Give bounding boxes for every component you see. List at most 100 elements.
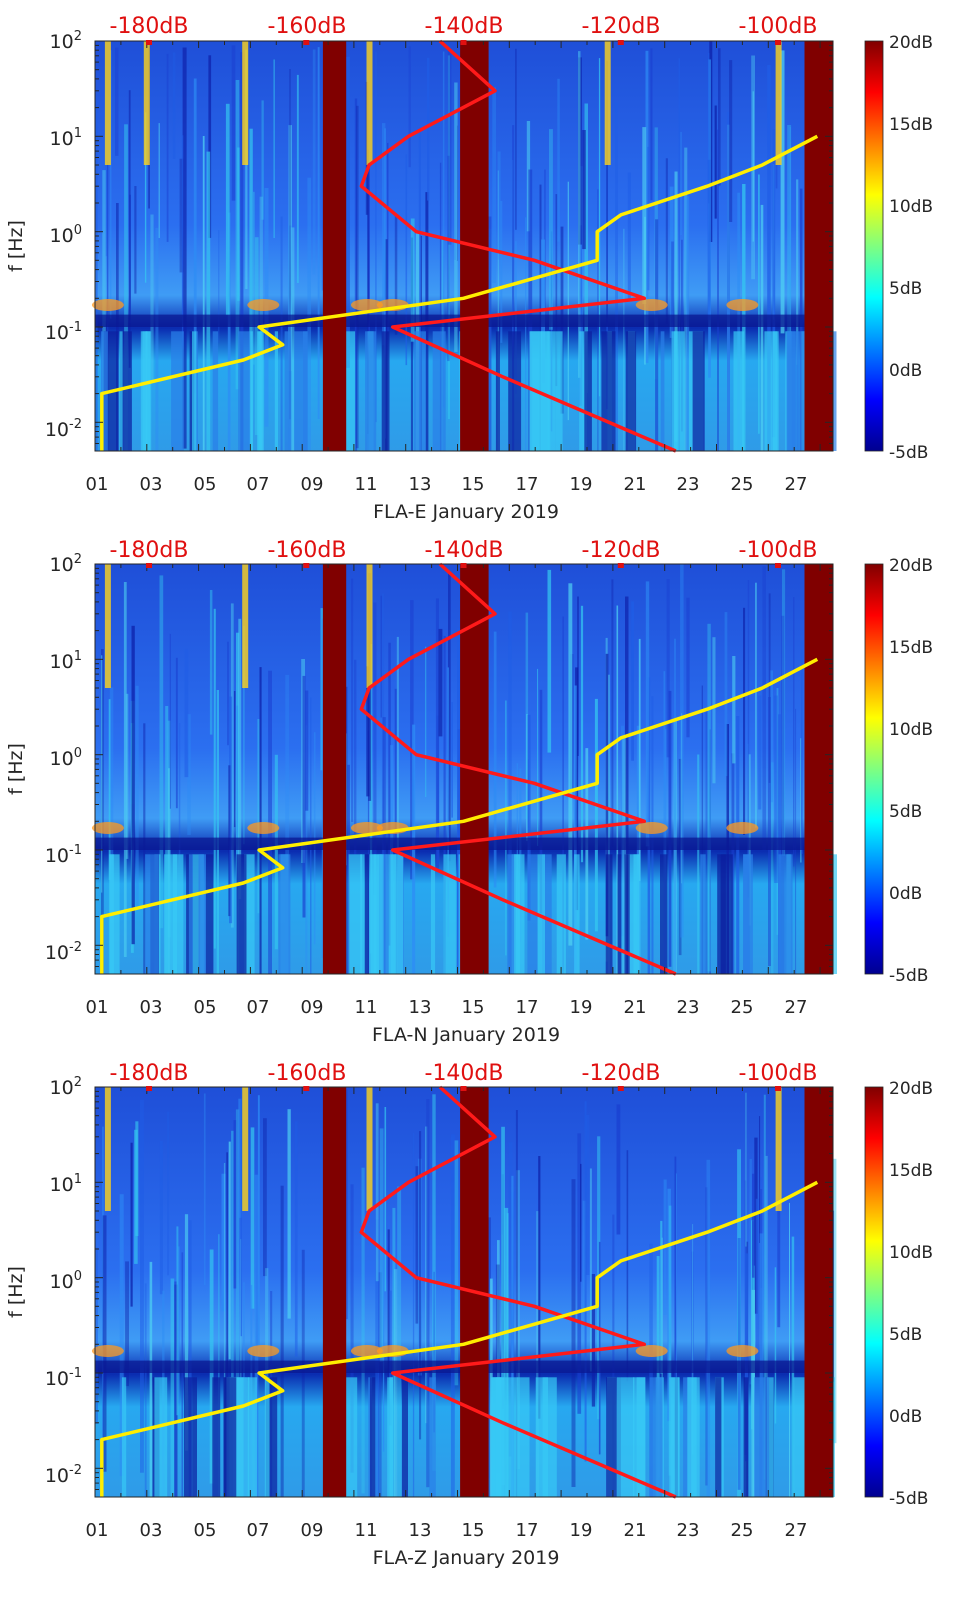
- spectrogram-streak: [501, 1126, 505, 1486]
- spectrogram-area: [91, 562, 837, 976]
- spectrogram-streak: [235, 1109, 240, 1407]
- spectrogram-streak: [571, 1179, 576, 1487]
- spectrogram-band: [274, 331, 278, 451]
- top-db-tick-mark: [617, 563, 624, 568]
- spectrogram-band: [778, 854, 793, 974]
- spectrogram-streak: [439, 162, 442, 451]
- spectrogram-streak: [155, 227, 159, 451]
- spectrogram-streak: [585, 1114, 590, 1275]
- microseism-hotspot: [726, 1345, 759, 1357]
- spectrogram-band: [205, 854, 214, 974]
- spectrogram-streak: [642, 127, 647, 304]
- spectrogram-streak: [580, 605, 584, 863]
- spectrogram-streak: [580, 1163, 582, 1282]
- colorbar-label: 0dB: [889, 1407, 922, 1427]
- spectrogram-area: [91, 1085, 837, 1499]
- spectrogram-streak: [366, 666, 370, 797]
- spectrogram-streak: [231, 45, 236, 201]
- spectrogram-streak: [796, 179, 799, 365]
- spectrogram-streak: [226, 1152, 228, 1497]
- bright-event-column: [775, 1087, 782, 1211]
- spectrogram-streak: [95, 101, 98, 452]
- spectrogram-streak: [620, 725, 624, 937]
- spectrogram-band: [121, 1377, 127, 1497]
- spectrogram-streak: [578, 57, 582, 245]
- data-gap: [804, 564, 833, 974]
- spectrogram-streak: [622, 736, 627, 974]
- spectrogram-streak: [426, 1099, 430, 1488]
- microseism-hotspot: [635, 1345, 668, 1357]
- spectrogram-band: [660, 331, 665, 451]
- spectrogram-streak: [623, 228, 625, 451]
- spectrogram-band: [389, 1377, 393, 1497]
- spectrogram-streak: [263, 1118, 267, 1277]
- x-tick-label: 05: [194, 997, 217, 1018]
- spectrogram-streak: [243, 625, 245, 845]
- spectrogram-band: [265, 1377, 278, 1497]
- spectrogram-streak: [131, 625, 135, 945]
- spectrogram-band: [119, 331, 132, 451]
- microseism-hotspot: [350, 822, 383, 834]
- spectrogram-streak: [187, 714, 191, 835]
- microseism-hotspot: [635, 822, 668, 834]
- spectrogram-streak: [174, 1281, 177, 1497]
- spectrogram-band: [224, 1377, 237, 1497]
- x-tick-label: 27: [785, 1520, 808, 1541]
- spectrogram-band: [517, 1377, 530, 1497]
- spectrogram-streak: [667, 1188, 671, 1422]
- spectrogram-band: [715, 1377, 722, 1497]
- spectrogram-streak: [457, 627, 461, 974]
- spectrogram-streak: [427, 57, 430, 201]
- spectrogram-streak: [727, 112, 730, 451]
- spectrogram-streak: [181, 1252, 184, 1497]
- spectrogram-streak: [611, 579, 614, 848]
- spectrogram-streak: [233, 1120, 237, 1289]
- y-axis-label: f [Hz]: [5, 1266, 27, 1318]
- x-tick-label: 05: [194, 474, 217, 495]
- top-tick-label: -120dB: [582, 1061, 661, 1086]
- spectrogram-streak: [752, 91, 754, 242]
- spectrogram-streak: [681, 713, 683, 884]
- spectrogram-streak: [310, 697, 312, 974]
- spectrogram-band: [625, 331, 637, 451]
- spectrogram-streak: [233, 691, 236, 828]
- x-tick-label: 23: [677, 1520, 700, 1541]
- spectrogram-streak: [448, 573, 451, 862]
- spectrogram-streak: [203, 1093, 206, 1286]
- spectrogram-streak: [675, 1173, 677, 1497]
- spectrogram-band: [247, 1377, 257, 1497]
- top-db-tick-mark: [146, 563, 152, 568]
- spectrogram-streak: [656, 1256, 660, 1497]
- spectrogram-streak: [493, 631, 497, 888]
- spectrogram-streak: [774, 1267, 777, 1424]
- spectrogram-streak: [504, 1207, 509, 1497]
- spectrogram-streak: [419, 1131, 422, 1440]
- spectrogram-streak: [780, 50, 785, 334]
- spectrogram-streak: [526, 714, 528, 841]
- spectrogram-streak: [254, 237, 259, 435]
- spectrogram-streak: [724, 612, 728, 777]
- spectrogram-band: [700, 854, 706, 974]
- spectrogram-streak: [512, 125, 515, 451]
- spectrogram-streak: [774, 695, 778, 883]
- spectrogram-streak: [149, 1261, 153, 1497]
- spectrogram-streak: [674, 638, 676, 974]
- spectrogram-band: [429, 1377, 436, 1497]
- x-tick-label: 25: [731, 474, 754, 495]
- spectrogram-streak: [760, 204, 764, 451]
- spectrogram-streak: [433, 1271, 435, 1433]
- spectrogram-streak: [228, 1141, 231, 1360]
- data-gap: [322, 41, 347, 451]
- spectrogram-streak: [515, 48, 517, 230]
- spectrogram-streak: [274, 754, 278, 950]
- spectrogram-band: [733, 331, 745, 451]
- spectrogram-band: [616, 1377, 631, 1497]
- microseism-hotspot: [247, 1345, 280, 1357]
- spectrogram-streak: [768, 593, 771, 783]
- microseism-hotspot: [726, 822, 759, 834]
- spectrogram-streak: [230, 603, 234, 928]
- x-tick-label: 25: [731, 1520, 754, 1541]
- spectrogram-streak: [95, 1247, 98, 1424]
- y-tick-label: 102: [50, 552, 82, 576]
- spectrogram-band: [264, 1377, 270, 1497]
